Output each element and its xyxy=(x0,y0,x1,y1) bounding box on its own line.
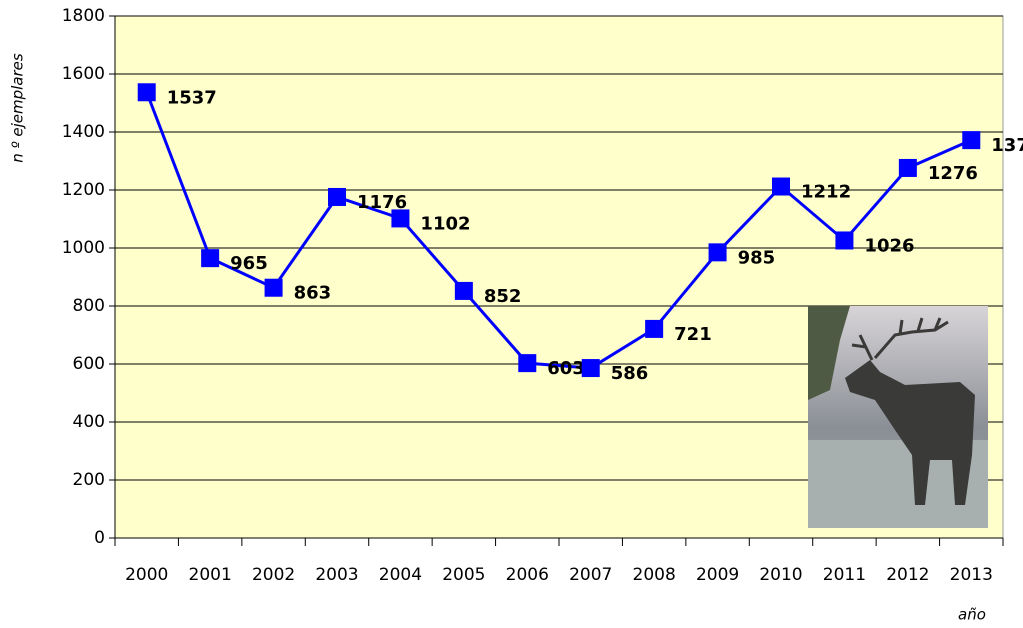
marker xyxy=(518,354,537,373)
marker xyxy=(328,187,346,206)
photo xyxy=(808,306,988,528)
x-tick-label: 2012 xyxy=(886,565,929,585)
value-label: 863 xyxy=(294,283,332,304)
y-tick-label: 400 xyxy=(73,412,105,432)
photo-trees xyxy=(808,306,850,400)
value-label: 965 xyxy=(230,253,268,274)
photo-antlers xyxy=(851,317,949,361)
value-label: 985 xyxy=(738,247,776,268)
y-tick-label: 600 xyxy=(73,354,105,374)
x-tick-label: 2006 xyxy=(506,565,549,585)
value-label: 1537 xyxy=(167,87,217,108)
y-tick-label: 800 xyxy=(73,296,105,316)
value-label: 1212 xyxy=(801,182,851,203)
y-tick-label: 1400 xyxy=(62,122,105,142)
marker xyxy=(898,158,917,177)
y-tick-label: 1000 xyxy=(62,238,105,258)
y-tick-label: 1200 xyxy=(62,180,105,200)
value-label: 1102 xyxy=(420,213,470,234)
x-tick-label: 2009 xyxy=(696,565,739,585)
y-tick-label: 200 xyxy=(73,470,105,490)
value-label: 1276 xyxy=(928,163,978,184)
y-tick-label: 0 xyxy=(94,528,105,548)
x-tick-label: 2010 xyxy=(759,565,802,585)
y-tick-label: 1800 xyxy=(62,6,105,26)
x-tick-label: 2003 xyxy=(315,565,358,585)
photo-deer xyxy=(845,360,975,505)
value-label: 1026 xyxy=(864,235,914,256)
y-axis-label: n º ejemplares xyxy=(9,53,27,163)
value-label: 852 xyxy=(484,286,522,307)
x-tick-label: 2000 xyxy=(125,565,168,585)
x-tick-label: 2002 xyxy=(252,565,295,585)
value-label: 603 xyxy=(547,358,585,379)
marker xyxy=(962,131,981,150)
x-axis-label: año xyxy=(958,606,986,624)
value-label: 586 xyxy=(611,363,649,384)
value-label: 721 xyxy=(674,324,712,345)
x-tick-label: 2001 xyxy=(189,565,232,585)
value-label: 1176 xyxy=(357,192,407,213)
marker xyxy=(708,243,727,262)
marker xyxy=(581,359,600,378)
marker xyxy=(137,83,156,102)
value-label: 1372 xyxy=(991,135,1023,156)
marker xyxy=(772,177,790,196)
marker xyxy=(454,281,473,300)
x-tick-label: 2013 xyxy=(950,565,993,585)
marker xyxy=(264,278,283,297)
y-tick-label: 1600 xyxy=(62,64,105,84)
x-tick-label: 2007 xyxy=(569,565,612,585)
marker xyxy=(835,231,854,250)
series-line xyxy=(145,91,972,370)
marker xyxy=(645,319,664,338)
marker xyxy=(391,209,410,228)
x-tick-label: 2011 xyxy=(823,565,866,585)
x-tick-label: 2004 xyxy=(379,565,422,585)
x-tick-label: 2005 xyxy=(442,565,485,585)
marker xyxy=(201,249,220,268)
x-tick-label: 2008 xyxy=(633,565,676,585)
